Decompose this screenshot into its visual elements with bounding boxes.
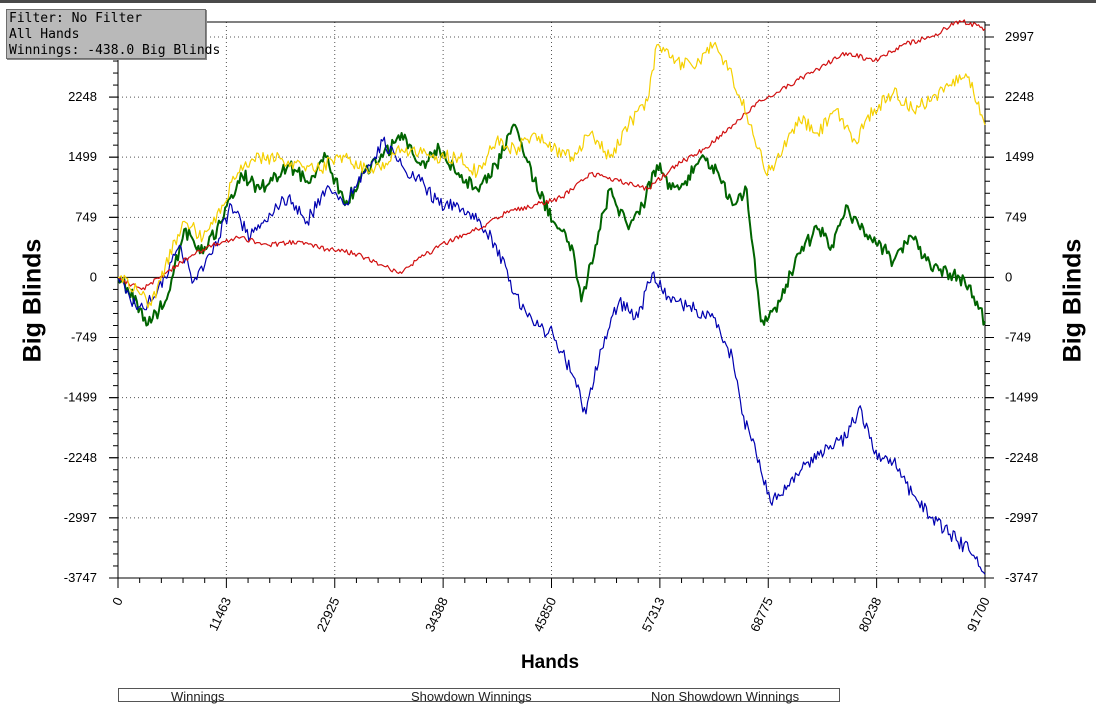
x-tick-label: 80238 — [855, 595, 884, 634]
winnings-total-label: Winnings: -438.0 Big Blinds — [9, 43, 221, 58]
axes — [109, 21, 994, 588]
x-tick-label: 0 — [109, 595, 126, 608]
y-tick-label-right: -2248 — [1005, 450, 1038, 465]
y-tick-label-right: 2997 — [1005, 29, 1034, 44]
y-tick-label-right: -749 — [1005, 330, 1031, 345]
tick-labels: 29972997224822481499149974974900-749-749… — [64, 29, 1039, 634]
y-tick-label-right: 0 — [1005, 269, 1012, 284]
grid-lines — [118, 22, 985, 579]
series-lines — [117, 19, 986, 575]
y-tick-label-left: 2248 — [68, 89, 97, 104]
y-tick-label-left: 749 — [75, 209, 97, 224]
series-line-2 — [117, 136, 986, 575]
x-axis-title: Hands — [520, 652, 580, 673]
y-tick-label-right: -3747 — [1005, 570, 1038, 585]
y-tick-label-right: 749 — [1005, 209, 1027, 224]
x-tick-label: 91700 — [964, 595, 993, 634]
y-tick-label-left: -3747 — [64, 570, 97, 585]
y-tick-label-left: -2248 — [64, 450, 97, 465]
window-top-border — [0, 0, 1096, 3]
hands-label: All Hands — [9, 27, 80, 42]
y-tick-label-right: -2997 — [1005, 510, 1038, 525]
y-tick-label-left: 1499 — [68, 149, 97, 164]
y-tick-label-right: 1499 — [1005, 149, 1034, 164]
y-tick-label-left: -749 — [71, 330, 97, 345]
legend-item-showdown: Showdown Winnings — [411, 689, 532, 704]
legend-item-winnings: Winnings — [171, 689, 225, 704]
y-axis-title-left: Big Blinds — [18, 238, 47, 363]
series-line-4 — [117, 41, 986, 309]
series-line-1 — [117, 123, 986, 327]
series-line-3 — [117, 19, 986, 291]
y-axis-title-right: Big Blinds — [1058, 238, 1087, 363]
x-tick-label: 68775 — [747, 595, 776, 634]
x-tick-label: 34388 — [422, 595, 451, 634]
x-tick-label: 22925 — [314, 595, 343, 634]
y-tick-label-right: 2248 — [1005, 89, 1034, 104]
legend-item-non-showdown: Non Showdown Winnings — [651, 689, 800, 704]
x-tick-label: 45850 — [530, 595, 559, 634]
filter-label: Filter: No Filter — [9, 11, 143, 26]
x-tick-label: 57313 — [639, 595, 668, 634]
y-tick-label-right: -1499 — [1005, 390, 1038, 405]
chart-legend: Winnings Showdown Winnings Non Showdown … — [118, 688, 840, 704]
y-tick-label-left: -2997 — [64, 510, 97, 525]
filter-info-box: Filter: No Filter All Hands Winnings: -4… — [6, 9, 221, 59]
x-tick-label: 11463 — [206, 595, 234, 633]
y-tick-label-left: -1499 — [64, 390, 97, 405]
y-tick-label-left: 0 — [90, 269, 97, 284]
